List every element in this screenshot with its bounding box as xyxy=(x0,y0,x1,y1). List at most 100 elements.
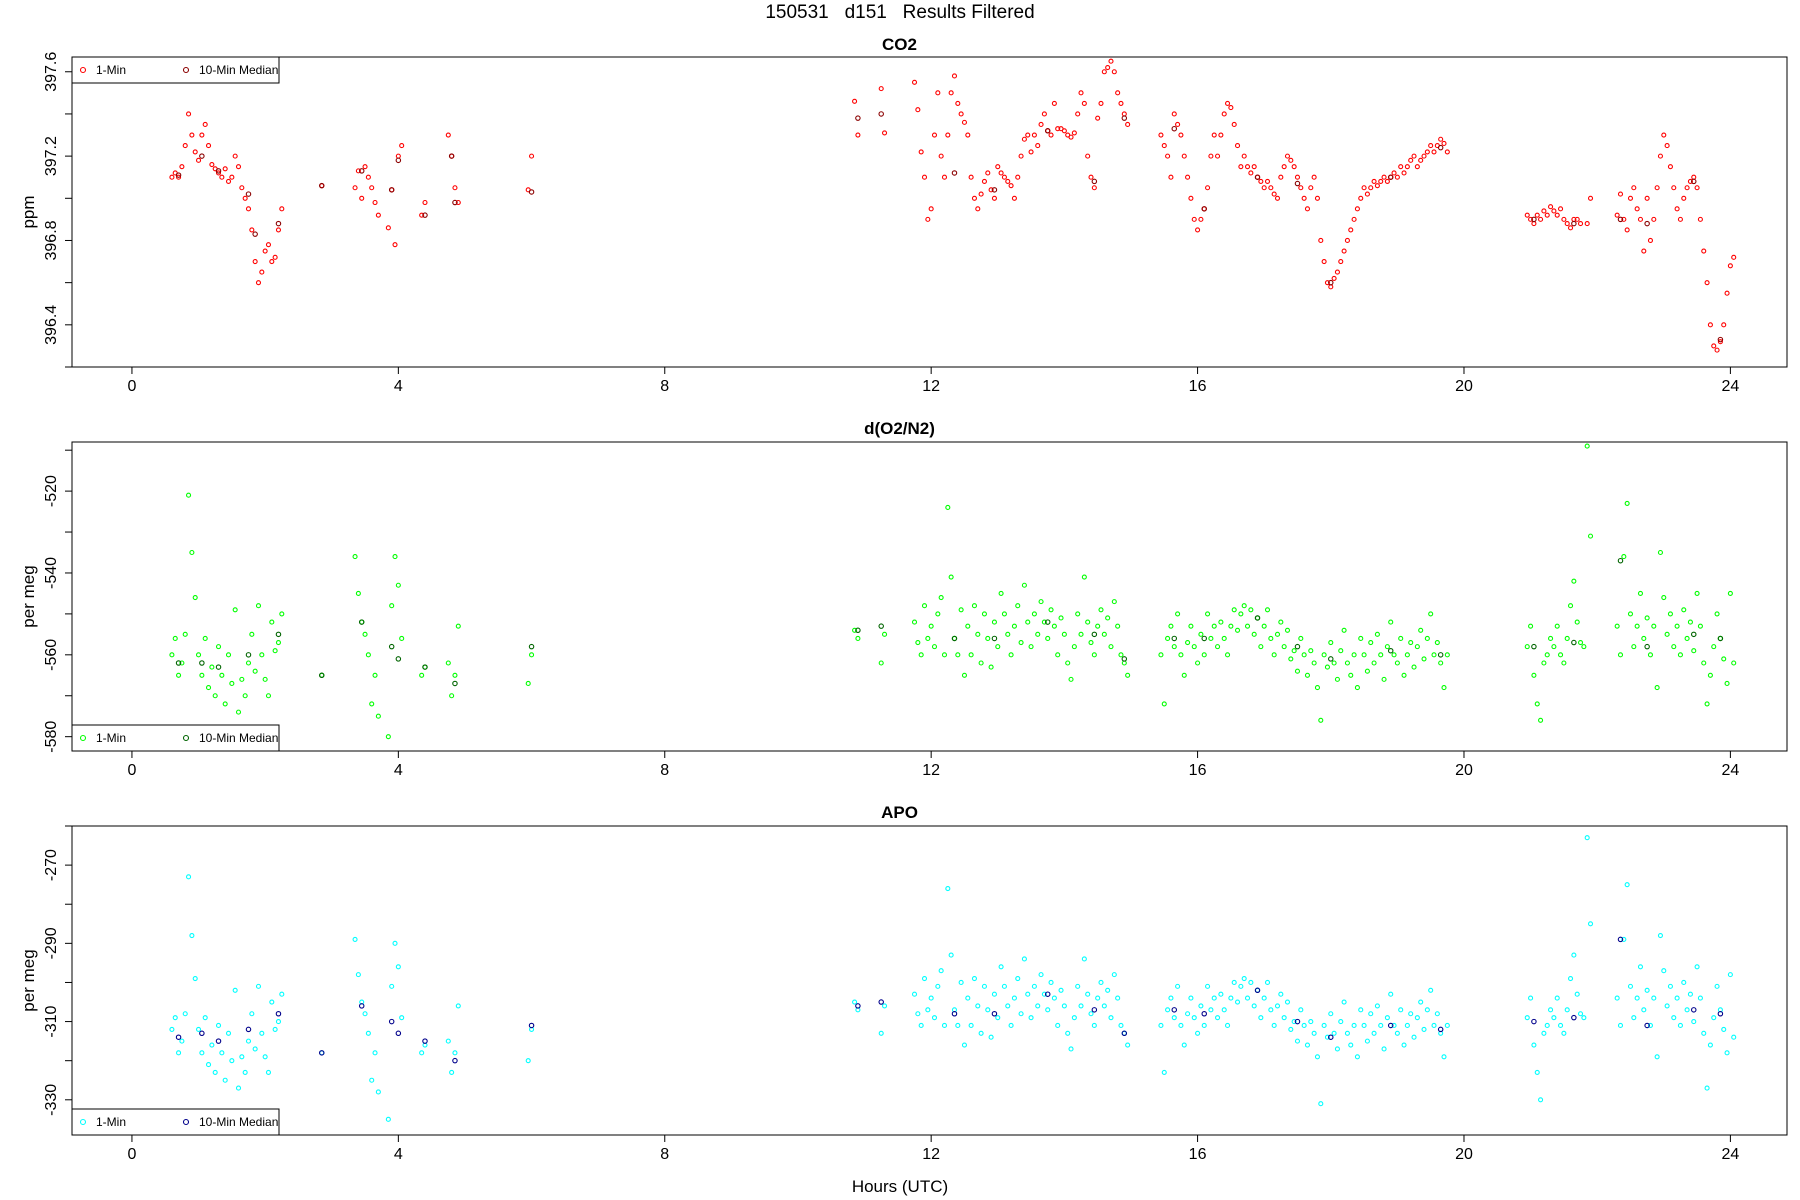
data-point xyxy=(1294,180,1301,187)
data-point xyxy=(1338,648,1344,654)
x-tick-label: 8 xyxy=(660,762,669,779)
data-point xyxy=(1338,1019,1344,1025)
data-point xyxy=(362,1011,368,1017)
data-point xyxy=(229,680,235,687)
data-point xyxy=(1354,685,1360,691)
legend-marker xyxy=(182,66,190,74)
data-point xyxy=(1624,882,1630,888)
x-tick-label: 0 xyxy=(127,378,136,395)
data-point xyxy=(272,254,278,260)
data-point xyxy=(968,652,974,658)
data-point xyxy=(1551,644,1557,650)
data-point xyxy=(175,660,182,666)
data-point xyxy=(1341,627,1347,633)
data-point xyxy=(1687,619,1693,625)
data-point xyxy=(958,607,964,613)
data-point xyxy=(991,195,997,201)
data-point xyxy=(1261,623,1267,629)
data-point xyxy=(265,693,272,699)
data-point xyxy=(449,693,455,699)
data-point xyxy=(1331,660,1337,666)
data-point xyxy=(1168,623,1174,629)
data-point xyxy=(1438,660,1444,666)
data-point xyxy=(1408,1011,1414,1017)
data-point xyxy=(219,174,225,180)
data-point xyxy=(1541,1030,1547,1036)
data-point xyxy=(998,170,1004,176)
data-point xyxy=(1697,995,1703,1001)
data-point xyxy=(1558,206,1564,212)
x-axis: 0 4 8 12 16 20 24 xyxy=(127,367,1739,395)
plot-frame xyxy=(71,825,1788,1136)
data-point xyxy=(1244,164,1251,170)
data-point xyxy=(1274,631,1281,637)
y-tick-label: -540 xyxy=(43,557,60,589)
data-point xyxy=(985,1007,991,1013)
data-point xyxy=(452,1050,458,1056)
data-point xyxy=(1185,174,1191,180)
data-point xyxy=(1291,164,1297,170)
data-point xyxy=(192,594,198,601)
data-point xyxy=(169,174,175,180)
data-point xyxy=(1388,991,1394,997)
data-point xyxy=(1044,619,1051,625)
data-point xyxy=(1391,170,1397,176)
data-point xyxy=(1388,619,1394,625)
data-point xyxy=(1421,656,1427,662)
data-point xyxy=(1021,136,1027,142)
y-axis: -580 -560 -540 -520 xyxy=(43,449,72,753)
data-point xyxy=(1554,212,1560,218)
data-point xyxy=(1011,995,1017,1001)
panel-title: d(O2/N2) xyxy=(864,419,935,438)
data-point xyxy=(1384,1015,1390,1021)
data-point xyxy=(998,590,1004,596)
data-point xyxy=(1195,660,1201,666)
data-point xyxy=(1358,195,1364,201)
data-point xyxy=(935,611,941,617)
data-point xyxy=(1091,652,1097,658)
data-point xyxy=(1044,128,1051,134)
data-point xyxy=(1701,1030,1707,1036)
data-point xyxy=(1531,221,1537,227)
data-point xyxy=(1311,660,1317,666)
x-tick-label: 8 xyxy=(660,378,669,395)
data-point xyxy=(388,1018,395,1025)
data-point xyxy=(1301,1022,1307,1029)
data-point xyxy=(215,664,222,670)
data-point xyxy=(319,672,325,679)
data-point xyxy=(1115,995,1121,1001)
data-point xyxy=(1244,623,1251,629)
data-point xyxy=(1424,1007,1430,1013)
data-point xyxy=(272,648,278,654)
data-point xyxy=(1228,623,1234,629)
y-tick-label: 396.4 xyxy=(43,305,60,345)
data-point xyxy=(205,685,212,691)
series-1-min xyxy=(169,58,1737,353)
data-point xyxy=(175,1034,182,1040)
data-point xyxy=(1068,676,1074,682)
data-point xyxy=(1035,631,1041,637)
data-point xyxy=(1724,290,1730,296)
data-point xyxy=(1731,1034,1737,1040)
data-point xyxy=(1534,212,1540,218)
data-point xyxy=(1691,1007,1697,1013)
data-point xyxy=(365,1030,371,1036)
x-tick-label: 24 xyxy=(1721,378,1739,395)
data-point xyxy=(399,635,405,642)
data-point xyxy=(931,644,938,650)
data-point xyxy=(242,693,248,699)
data-point xyxy=(1614,623,1620,629)
data-point xyxy=(1531,643,1537,650)
data-point xyxy=(855,635,861,642)
data-point xyxy=(931,132,938,138)
data-point xyxy=(1644,615,1650,621)
data-point xyxy=(452,185,458,191)
data-point xyxy=(176,174,182,180)
data-point xyxy=(1671,185,1677,191)
data-point xyxy=(172,635,178,642)
data-point xyxy=(1161,701,1167,707)
data-point xyxy=(372,672,378,678)
legend-marker xyxy=(79,66,87,74)
data-point xyxy=(981,178,987,184)
data-point xyxy=(951,1010,958,1017)
